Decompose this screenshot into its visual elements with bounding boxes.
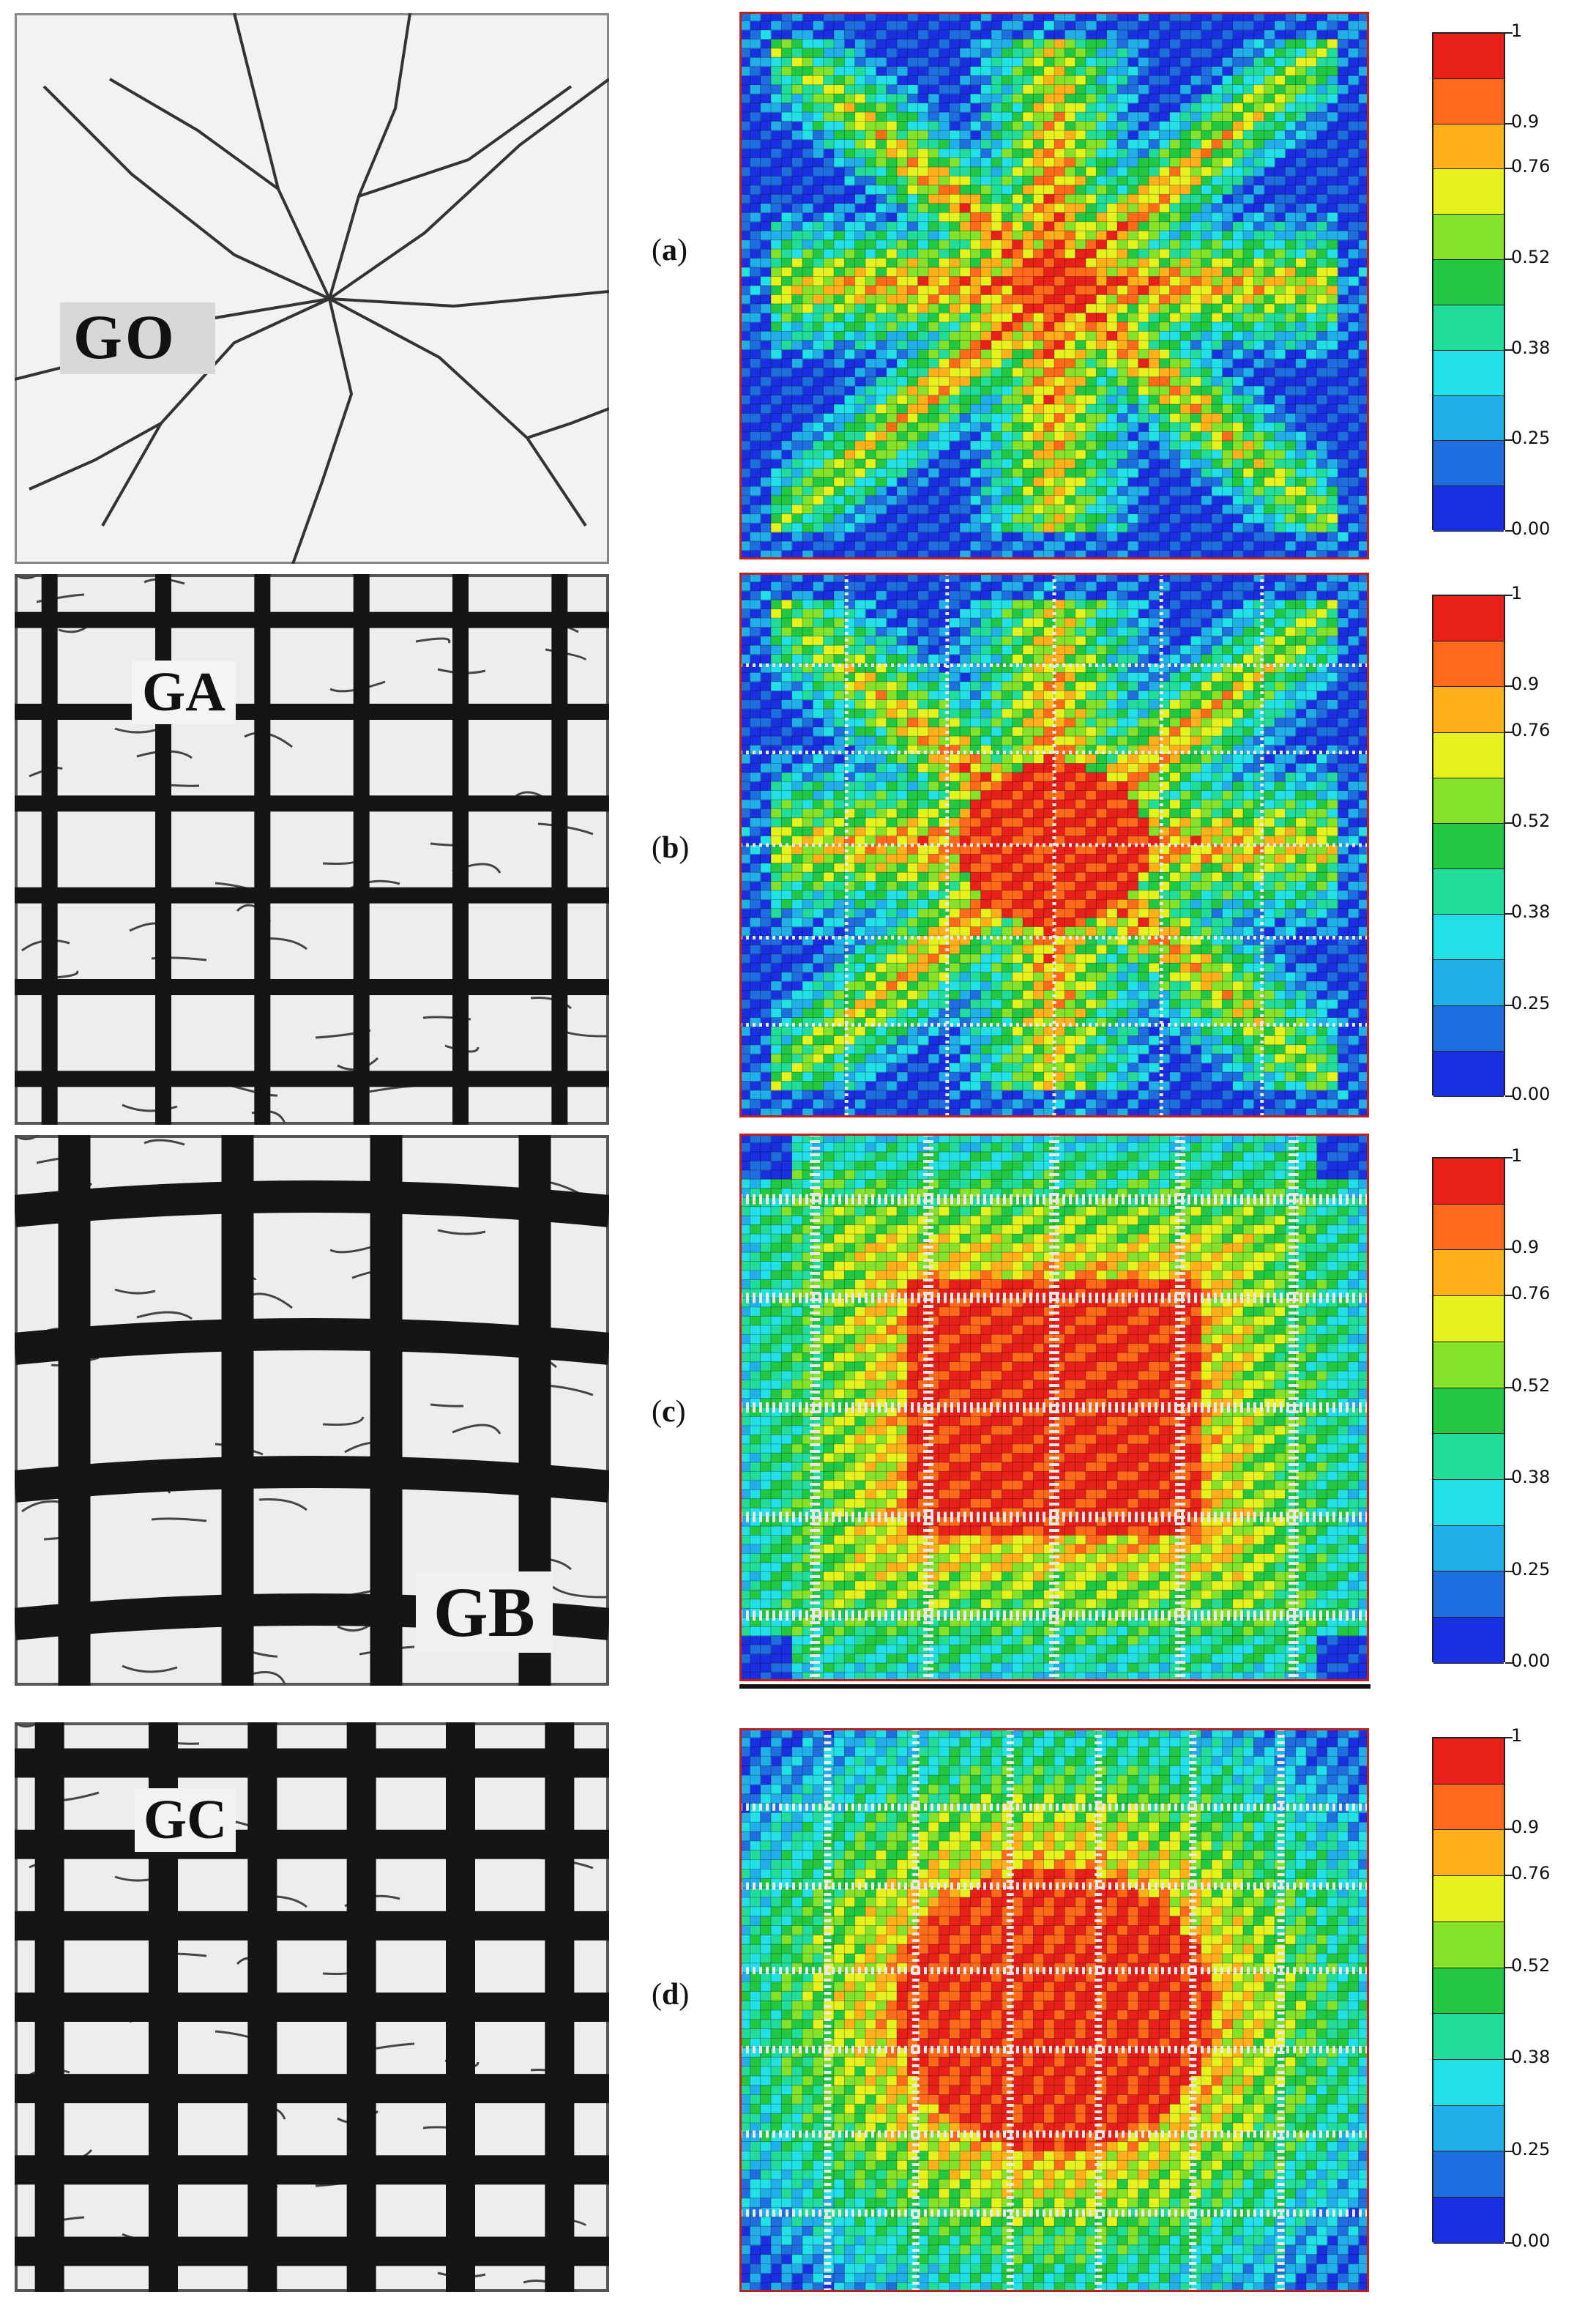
legend-d: 1 0.9 0.76 0.52 0.38 0.25 0.00 — [1432, 1725, 1550, 2251]
panel-label-b: (b) — [652, 831, 690, 865]
legend-tickmark — [1505, 1004, 1513, 1006]
legend-tickmark — [1505, 1966, 1513, 1968]
legend-tickmark — [1505, 2058, 1513, 2061]
panel-label-c: (c) — [652, 1395, 686, 1429]
legend-tick-label: 0.76 — [1511, 1863, 1551, 1884]
legend-tick-label: 0.9 — [1511, 1817, 1540, 1838]
legend-tick-label: 0.9 — [1511, 674, 1540, 695]
legend-tick-label: 0.52 — [1511, 810, 1551, 831]
legend-tick-label: 0.00 — [1511, 1084, 1551, 1104]
legend-a: 1 0.9 0.76 0.52 0.38 0.25 0.00 — [1432, 21, 1550, 539]
legend-tickmark — [1505, 349, 1513, 351]
legend-tickmark — [1505, 1249, 1513, 1251]
legend-tickmark — [1505, 258, 1513, 261]
legend-tick-label: 0.9 — [1511, 111, 1540, 132]
specimen-tag: GB — [416, 1571, 553, 1653]
legend-colorbar — [1432, 1737, 1505, 2244]
legend-tickmark — [1505, 1875, 1513, 1877]
legend-tickmark — [1505, 1662, 1513, 1664]
legend-tick-label: 0.76 — [1511, 1283, 1551, 1304]
legend-tick-label: 0.00 — [1511, 2231, 1551, 2251]
legend-tickmark — [1505, 1386, 1513, 1388]
panel-label-d: (d) — [652, 1978, 690, 2012]
legend-tickmark — [1505, 1570, 1513, 1572]
legend-b: 1 0.9 0.76 0.52 0.38 0.25 0.00 — [1432, 583, 1550, 1104]
damage-contour-d — [739, 1728, 1369, 2292]
legend-tickmark — [1505, 1295, 1513, 1297]
panel-label-a: (a) — [652, 234, 687, 267]
damage-contour-c — [739, 1134, 1369, 1681]
legend-tickmark — [1505, 731, 1513, 733]
legend-tick-label: 0.25 — [1511, 428, 1551, 449]
legend-colorbar — [1432, 1157, 1505, 1664]
legend-tickmark — [1505, 530, 1513, 532]
legend-tick-label: 0.38 — [1511, 1467, 1551, 1488]
legend-tick-label: 1 — [1511, 1725, 1523, 1746]
photo-specimen-ga: GA — [15, 574, 609, 1125]
legend-tick-label: 0.38 — [1511, 901, 1551, 923]
legend-tickmark — [1505, 1157, 1513, 1158]
legend-tick-label: 0.38 — [1511, 2047, 1551, 2068]
legend-tick-label: 0.52 — [1511, 1954, 1551, 1976]
legend-tickmark — [1505, 32, 1513, 34]
damage-contour-b — [739, 573, 1369, 1117]
specimen-tag: GA — [132, 661, 236, 724]
legend-tickmark — [1505, 685, 1513, 688]
legend-colorbar — [1432, 32, 1505, 532]
legend-tickmark — [1505, 168, 1513, 170]
legend-tickmark — [1505, 1478, 1513, 1481]
legend-tickmark — [1505, 2150, 1513, 2152]
separator-line — [739, 1684, 1371, 1689]
legend-tick-label: 1 — [1511, 583, 1523, 603]
legend-tick-label: 0.25 — [1511, 1558, 1551, 1580]
legend-tick-label: 1 — [1511, 1145, 1523, 1166]
legend-tick-label: 0.00 — [1511, 1651, 1551, 1671]
legend-c: 1 0.9 0.76 0.52 0.38 0.25 0.00 — [1432, 1145, 1550, 1671]
legend-tick-label: 1 — [1511, 21, 1523, 41]
legend-tickmark — [1505, 822, 1513, 824]
legend-tick-label: 0.25 — [1511, 992, 1551, 1013]
legend-tick-label: 0.76 — [1511, 719, 1551, 740]
legend-tickmark — [1505, 1737, 1513, 1738]
legend-tick-label: 0.76 — [1511, 156, 1551, 177]
legend-tick-label: 0.52 — [1511, 247, 1551, 268]
legend-tickmark — [1505, 1828, 1513, 1831]
legend-tick-label: 0.52 — [1511, 1374, 1551, 1396]
damage-contour-a — [739, 12, 1369, 559]
photo-specimen-gc: GC — [15, 1722, 609, 2292]
legend-tick-label: 0.25 — [1511, 2138, 1551, 2159]
specimen-tag: GC — [135, 1788, 236, 1852]
legend-tickmark — [1505, 122, 1513, 124]
legend-tickmark — [1505, 913, 1513, 915]
legend-colorbar — [1432, 595, 1505, 1097]
legend-tickmark — [1505, 439, 1513, 442]
legend-tick-label: 0.9 — [1511, 1237, 1540, 1258]
legend-tickmark — [1505, 2242, 1513, 2244]
photo-specimen-go: GO — [15, 13, 609, 564]
legend-tickmark — [1505, 595, 1513, 596]
legend-tick-label: 0.00 — [1511, 518, 1551, 539]
photo-specimen-gb: GB — [15, 1135, 609, 1686]
legend-tickmark — [1505, 1095, 1513, 1097]
legend-tick-label: 0.38 — [1511, 337, 1551, 358]
specimen-tag: GO — [73, 302, 177, 372]
